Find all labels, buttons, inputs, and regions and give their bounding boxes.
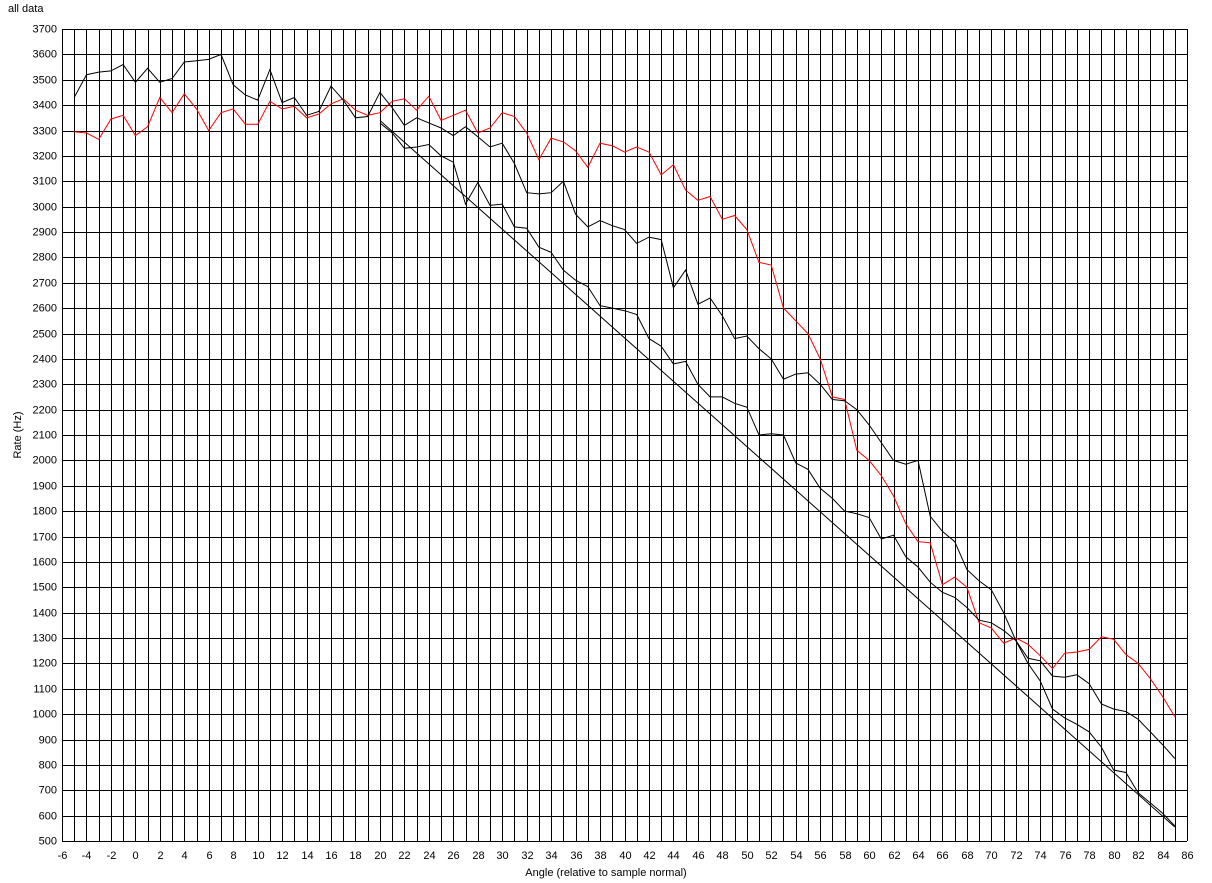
x-tick-label: 34	[545, 850, 557, 862]
y-tick-label: 2400	[33, 353, 57, 365]
data-line	[74, 92, 1176, 717]
x-tick-label: 46	[692, 850, 704, 862]
x-tick-label: 22	[398, 850, 410, 862]
x-tick-label: 66	[936, 850, 948, 862]
x-tick-label: 6	[206, 850, 212, 862]
x-axis-label: Angle (relative to sample normal)	[525, 867, 686, 879]
y-tick-label: 2500	[33, 328, 57, 340]
y-axis-label: Rate (Hz)	[12, 411, 24, 458]
y-tick-label: 1100	[33, 683, 57, 695]
x-tick-label: 30	[496, 850, 508, 862]
x-tick-label: 54	[790, 850, 802, 862]
y-tick-label: 3700	[33, 23, 57, 35]
y-tick-label: 700	[39, 784, 57, 796]
x-tick-label: 48	[716, 850, 728, 862]
y-tick-label: 2300	[33, 378, 57, 390]
data-line	[379, 120, 1176, 828]
x-tick-label: 84	[1157, 850, 1169, 862]
y-tick-label: 1400	[33, 607, 57, 619]
x-tick-label: 82	[1132, 850, 1144, 862]
y-tick-label: 3400	[33, 99, 57, 111]
x-tick-label: 72	[1010, 850, 1022, 862]
x-tick-label: 18	[349, 850, 361, 862]
data-line	[73, 53, 1176, 827]
x-tick-label: 62	[888, 850, 900, 862]
x-tick-label: -4	[82, 850, 92, 862]
x-tick-label: 38	[594, 850, 606, 862]
x-tick-label: 12	[276, 850, 288, 862]
x-tick-label: 2	[157, 850, 163, 862]
x-tick-label: 28	[472, 850, 484, 862]
x-tick-label: 32	[521, 850, 533, 862]
x-tick-label: -6	[58, 850, 68, 862]
x-tick-label: 26	[447, 850, 459, 862]
y-tick-label: 1900	[33, 480, 57, 492]
x-tick-label: 40	[619, 850, 631, 862]
y-tick-label: 1200	[33, 657, 57, 669]
x-tick-label: 20	[374, 850, 386, 862]
x-tick-label: 56	[814, 850, 826, 862]
x-tick-label: 68	[961, 850, 973, 862]
y-tick-label: 2100	[33, 429, 57, 441]
y-tick-label: 2200	[33, 404, 57, 416]
x-tick-label: 64	[912, 850, 924, 862]
x-tick-label: 74	[1034, 850, 1046, 862]
x-tick-label: 70	[985, 850, 997, 862]
chart-title: all data	[8, 3, 44, 15]
x-tick-label: 58	[839, 850, 851, 862]
y-tick-label: 3300	[33, 125, 57, 137]
x-tick-label: -2	[107, 850, 117, 862]
x-tick-label: 0	[132, 850, 138, 862]
y-tick-label: 1800	[33, 505, 57, 517]
x-tick-label: 86	[1181, 850, 1193, 862]
y-tick-label: 3000	[33, 201, 57, 213]
x-tick-label: 16	[325, 850, 337, 862]
x-tick-label: 52	[765, 850, 777, 862]
y-tick-label: 900	[39, 734, 57, 746]
x-tick-label: 42	[643, 850, 655, 862]
y-tick-label: 500	[39, 835, 57, 847]
x-tick-label: 24	[423, 850, 435, 862]
y-tick-label: 600	[39, 810, 57, 822]
x-tick-label: 80	[1108, 850, 1120, 862]
y-tick-label: 1700	[33, 531, 57, 543]
x-tick-label: 50	[741, 850, 753, 862]
x-tick-label: 8	[230, 850, 236, 862]
y-tick-label: 1300	[33, 632, 57, 644]
y-tick-label: 2600	[33, 302, 57, 314]
x-tick-label: 44	[667, 850, 679, 862]
x-tick-label: 10	[252, 850, 264, 862]
y-tick-label: 1600	[33, 556, 57, 568]
y-tick-label: 800	[39, 759, 57, 771]
y-tick-label: 2000	[33, 454, 57, 466]
y-tick-label: 2900	[33, 226, 57, 238]
y-tick-label: 3200	[33, 150, 57, 162]
x-tick-label: 60	[863, 850, 875, 862]
y-tick-label: 3500	[33, 74, 57, 86]
y-tick-label: 3100	[33, 175, 57, 187]
y-tick-label: 1500	[33, 581, 57, 593]
x-tick-label: 36	[570, 850, 582, 862]
data-line	[379, 122, 1176, 759]
y-tick-label: 2700	[33, 277, 57, 289]
y-tick-label: 2800	[33, 251, 57, 263]
x-tick-label: 4	[181, 850, 187, 862]
x-tick-label: 14	[301, 850, 313, 862]
y-tick-label: 3600	[33, 48, 57, 60]
x-tick-label: 78	[1083, 850, 1095, 862]
x-tick-label: 76	[1059, 850, 1071, 862]
y-tick-label: 1000	[33, 708, 57, 720]
